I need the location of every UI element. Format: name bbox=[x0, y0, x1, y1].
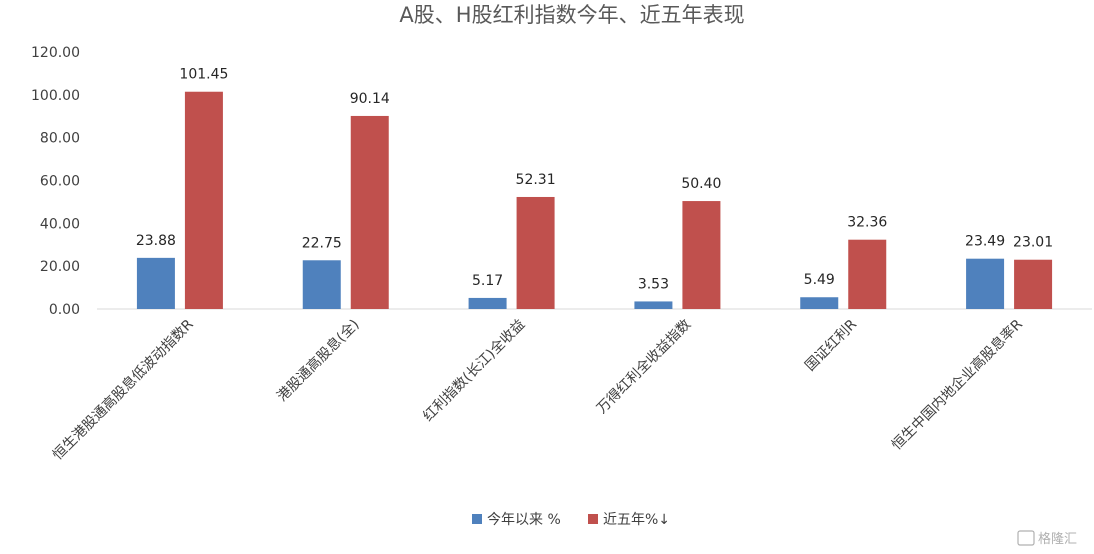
category-label: 万得红利全收益指数 bbox=[593, 316, 694, 417]
data-label: 23.49 bbox=[965, 234, 1005, 250]
chart-title: A股、H股红利指数今年、近五年表现 bbox=[399, 3, 744, 27]
category-label: 红利指数(长江)全收益 bbox=[420, 316, 529, 425]
data-label: 23.01 bbox=[1013, 235, 1053, 251]
y-tick-label: 100.00 bbox=[31, 88, 80, 104]
bar-five-year bbox=[184, 91, 223, 310]
bar-five-year bbox=[848, 239, 887, 309]
bar-ytd bbox=[634, 301, 673, 309]
data-label: 32.36 bbox=[847, 215, 887, 231]
y-tick-label: 60.00 bbox=[40, 174, 80, 190]
bar-five-year bbox=[350, 115, 389, 309]
y-axis: 0.00 20.00 40.00 60.00 80.00 100.00 120.00 bbox=[31, 45, 80, 318]
bar-ytd bbox=[800, 297, 839, 309]
category-label: 恒生中国内地企业高股息率R bbox=[888, 316, 1026, 454]
watermark-text: 格隆汇 bbox=[1038, 531, 1077, 547]
category-labels: 恒生港股通高股息低波动指数R 港股通高股息(全) 红利指数(长江)全收益 万得红利全收… bbox=[49, 316, 1026, 464]
y-tick-label: 80.00 bbox=[40, 131, 80, 147]
legend-swatch bbox=[472, 514, 482, 524]
data-label: 90.14 bbox=[350, 91, 390, 107]
bar-ytd bbox=[468, 297, 507, 309]
bar-ytd bbox=[966, 258, 1005, 309]
data-label: 101.45 bbox=[179, 67, 228, 83]
bar-ytd bbox=[136, 257, 175, 309]
bar-five-year bbox=[516, 196, 555, 309]
data-label: 22.75 bbox=[302, 235, 342, 251]
watermark-logo-icon bbox=[1017, 530, 1035, 546]
bars-group: 23.88 101.45 22.75 90.14 5.17 52.31 3.53 50.40 5… bbox=[136, 67, 1053, 310]
data-label: 5.17 bbox=[472, 273, 503, 289]
data-label: 50.40 bbox=[681, 176, 721, 192]
y-tick-label: 40.00 bbox=[40, 216, 80, 232]
legend: 今年以来 % 近五年%↓ bbox=[472, 512, 670, 528]
category-label: 国证红利R bbox=[802, 316, 860, 374]
data-label: 23.88 bbox=[136, 233, 176, 249]
y-tick-label: 20.00 bbox=[40, 259, 80, 275]
category-label: 港股通高股息(全) bbox=[274, 316, 363, 405]
bar-ytd bbox=[302, 260, 341, 309]
category-label: 恒生港股通高股息低波动指数R bbox=[49, 316, 197, 464]
legend-label: 近五年%↓ bbox=[603, 512, 670, 528]
legend-label: 今年以来 % bbox=[487, 512, 561, 528]
watermark: 格隆汇 bbox=[1017, 530, 1077, 547]
data-label: 52.31 bbox=[516, 172, 556, 188]
y-tick-label: 120.00 bbox=[31, 45, 80, 61]
bar-five-year bbox=[682, 201, 721, 309]
y-tick-label: 0.00 bbox=[49, 302, 80, 318]
legend-swatch bbox=[588, 514, 598, 524]
data-label: 3.53 bbox=[638, 276, 669, 292]
data-label: 5.49 bbox=[804, 272, 835, 288]
bar-five-year bbox=[1014, 259, 1053, 309]
